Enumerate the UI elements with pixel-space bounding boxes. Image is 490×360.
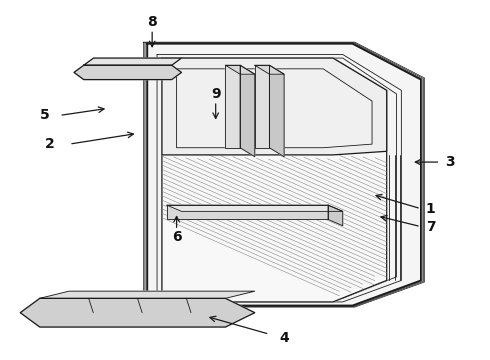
Polygon shape bbox=[225, 65, 240, 148]
Polygon shape bbox=[167, 205, 343, 211]
Text: 4: 4 bbox=[279, 331, 289, 345]
Polygon shape bbox=[167, 205, 328, 220]
Polygon shape bbox=[225, 65, 255, 74]
Text: 8: 8 bbox=[147, 15, 157, 29]
Polygon shape bbox=[255, 65, 284, 74]
Polygon shape bbox=[147, 44, 421, 306]
Polygon shape bbox=[84, 58, 181, 65]
Polygon shape bbox=[162, 58, 387, 302]
Polygon shape bbox=[270, 65, 284, 157]
Text: 2: 2 bbox=[45, 137, 54, 151]
Polygon shape bbox=[328, 205, 343, 226]
Polygon shape bbox=[255, 65, 270, 148]
Polygon shape bbox=[176, 69, 372, 148]
Text: 1: 1 bbox=[426, 202, 436, 216]
Polygon shape bbox=[162, 58, 387, 155]
Polygon shape bbox=[74, 65, 181, 80]
Text: 9: 9 bbox=[211, 87, 220, 101]
Polygon shape bbox=[20, 298, 255, 327]
Polygon shape bbox=[40, 291, 255, 298]
Text: 3: 3 bbox=[445, 155, 455, 169]
Polygon shape bbox=[240, 65, 255, 157]
Text: 6: 6 bbox=[172, 230, 181, 244]
Text: 5: 5 bbox=[40, 108, 49, 122]
Text: 7: 7 bbox=[426, 220, 436, 234]
